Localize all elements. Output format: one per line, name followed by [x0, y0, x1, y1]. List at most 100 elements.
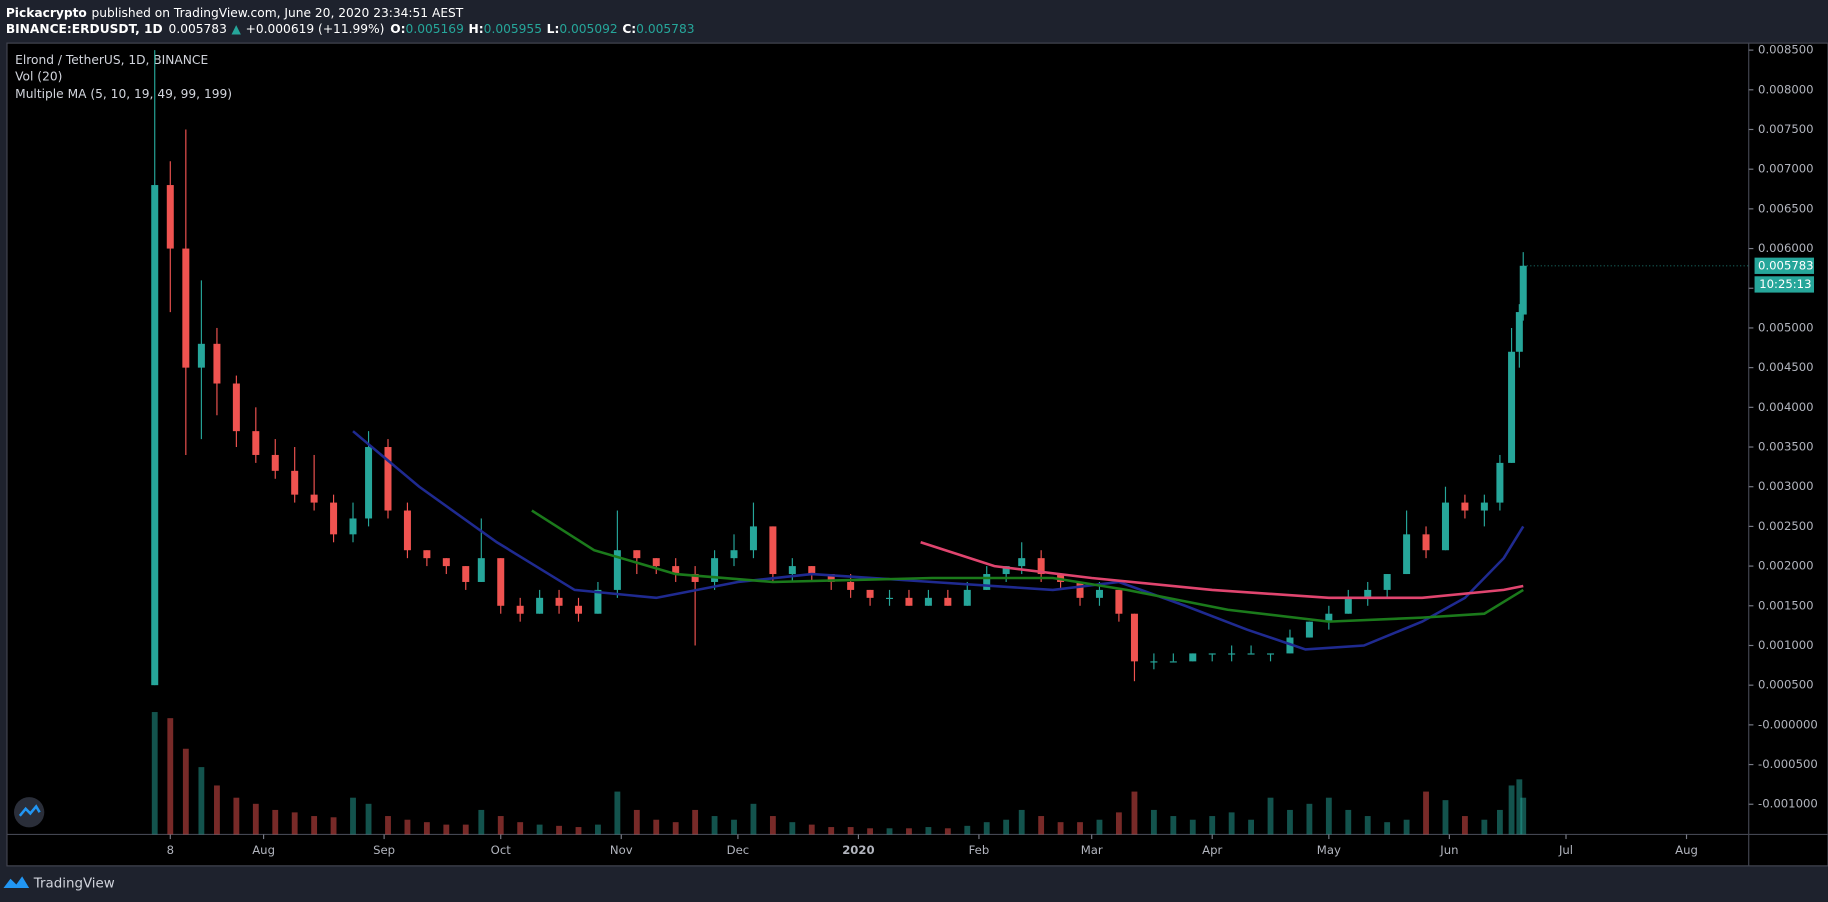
volume-bar: [1481, 819, 1488, 835]
volume-bar: [808, 824, 815, 835]
volume-bar: [423, 822, 430, 835]
volume-bar: [1170, 816, 1177, 835]
chart-area: [6, 42, 1828, 867]
volume-bar: [828, 827, 835, 835]
price-badge-bg: [1754, 257, 1815, 274]
x-tick-label: Apr: [1202, 843, 1222, 857]
volume-bar: [867, 828, 873, 835]
y-tick-label: 0.001000: [1758, 638, 1814, 652]
x-tick-label: Oct: [491, 843, 512, 857]
x-tick-label: Aug: [1675, 843, 1698, 857]
o-key: O:: [390, 22, 405, 36]
y-tick-label: 0.004500: [1758, 360, 1814, 374]
author[interactable]: Pickacrypto: [6, 5, 87, 19]
candle-body: [1480, 502, 1488, 511]
x-tick-label: Mar: [1081, 843, 1103, 857]
moving-average: [531, 509, 1524, 623]
candle-body: [1247, 653, 1255, 655]
candle-body: [1441, 502, 1449, 551]
candle-body: [330, 502, 338, 535]
brand[interactable]: TradingView: [33, 876, 115, 891]
high: 0.005955: [484, 22, 542, 36]
candle-body: [613, 550, 621, 590]
logo-icon: [18, 804, 41, 817]
volume-bar: [167, 718, 174, 835]
legend-symbol[interactable]: Elrond / TetherUS, 1D, BINANCE: [15, 53, 208, 67]
volume-bar: [1442, 800, 1449, 835]
volume-bar: [443, 824, 450, 835]
y-tick-label: 0.007000: [1758, 162, 1814, 176]
header-line-1: Pickacrypto published on TradingView.com,…: [6, 5, 464, 19]
volume-bar: [404, 819, 411, 835]
candle-body: [1018, 558, 1026, 567]
volume-bar: [1306, 803, 1313, 835]
volume-bar: [1189, 819, 1196, 835]
volume-bar: [653, 819, 660, 835]
y-tick-label: 0.002000: [1758, 559, 1814, 573]
volume-bar: [1423, 791, 1429, 835]
x-tick-label: Feb: [969, 843, 990, 857]
volume-bar: [536, 824, 543, 835]
candle-body: [1515, 312, 1523, 352]
legend-ma[interactable]: Multiple MA (5, 10, 19, 49, 99, 199): [15, 87, 232, 101]
candle-body: [847, 581, 855, 590]
volume-bar: [964, 825, 971, 835]
volume-bar: [750, 803, 757, 835]
volume-bar: [983, 822, 990, 835]
candle-body: [808, 566, 816, 575]
candle-body: [516, 605, 524, 614]
candle-body: [1461, 502, 1469, 511]
legend-volume[interactable]: Vol (20): [15, 69, 62, 83]
candle-body: [442, 558, 450, 567]
candle-body: [310, 494, 318, 503]
volume-bar: [252, 803, 259, 835]
y-tick-label: 0.001500: [1758, 598, 1814, 612]
volume-bar: [311, 816, 318, 835]
volume-bar: [272, 809, 279, 835]
candle-body: [769, 526, 777, 575]
volume-bar: [944, 828, 951, 835]
arrow: ▲: [232, 22, 242, 36]
candle-body: [197, 343, 205, 368]
volume-bar: [350, 797, 356, 835]
volume-bar: [1496, 809, 1503, 835]
volume-bar: [1057, 822, 1064, 835]
x-tick-label: 8: [167, 843, 174, 857]
candle-body: [1508, 351, 1516, 463]
candle-body: [1364, 589, 1372, 598]
countdown: 10:25:13: [1759, 277, 1811, 291]
candle-body: [1496, 462, 1504, 503]
volume-bar: [291, 812, 298, 835]
y-tick-label: 0.003500: [1758, 440, 1814, 454]
candle-body: [944, 597, 952, 606]
volume-bar: [1508, 785, 1515, 835]
candle-body: [1150, 661, 1158, 663]
candle-body: [232, 383, 240, 432]
x-tick-label: Sep: [373, 843, 395, 857]
candle-body: [1076, 581, 1084, 598]
logo-button[interactable]: [13, 797, 45, 828]
y-tick-label: 0.008000: [1758, 82, 1814, 96]
candle-body: [166, 185, 174, 249]
open: 0.005169: [406, 22, 464, 36]
volume-bar: [214, 785, 220, 835]
x-tick-label: 2020: [842, 843, 874, 857]
volume-bar: [198, 767, 205, 835]
c-key: C:: [622, 22, 636, 36]
volume-bar: [365, 803, 372, 835]
y-tick-label: 0.003000: [1758, 479, 1814, 493]
low: 0.005092: [559, 22, 617, 36]
candle-body: [151, 185, 159, 686]
candle-body: [886, 597, 894, 600]
x-tick-label: Jun: [1439, 843, 1458, 857]
volume-bar: [789, 822, 796, 835]
candle-body: [1422, 534, 1430, 551]
candle-body: [1037, 558, 1045, 575]
volume-bar: [614, 791, 621, 835]
candle-body: [983, 574, 991, 590]
candle-body: [1208, 653, 1216, 655]
y-tick-label: 0.004000: [1758, 400, 1814, 414]
y-tick-label: 0.002500: [1758, 519, 1814, 533]
candle-body: [291, 470, 299, 495]
